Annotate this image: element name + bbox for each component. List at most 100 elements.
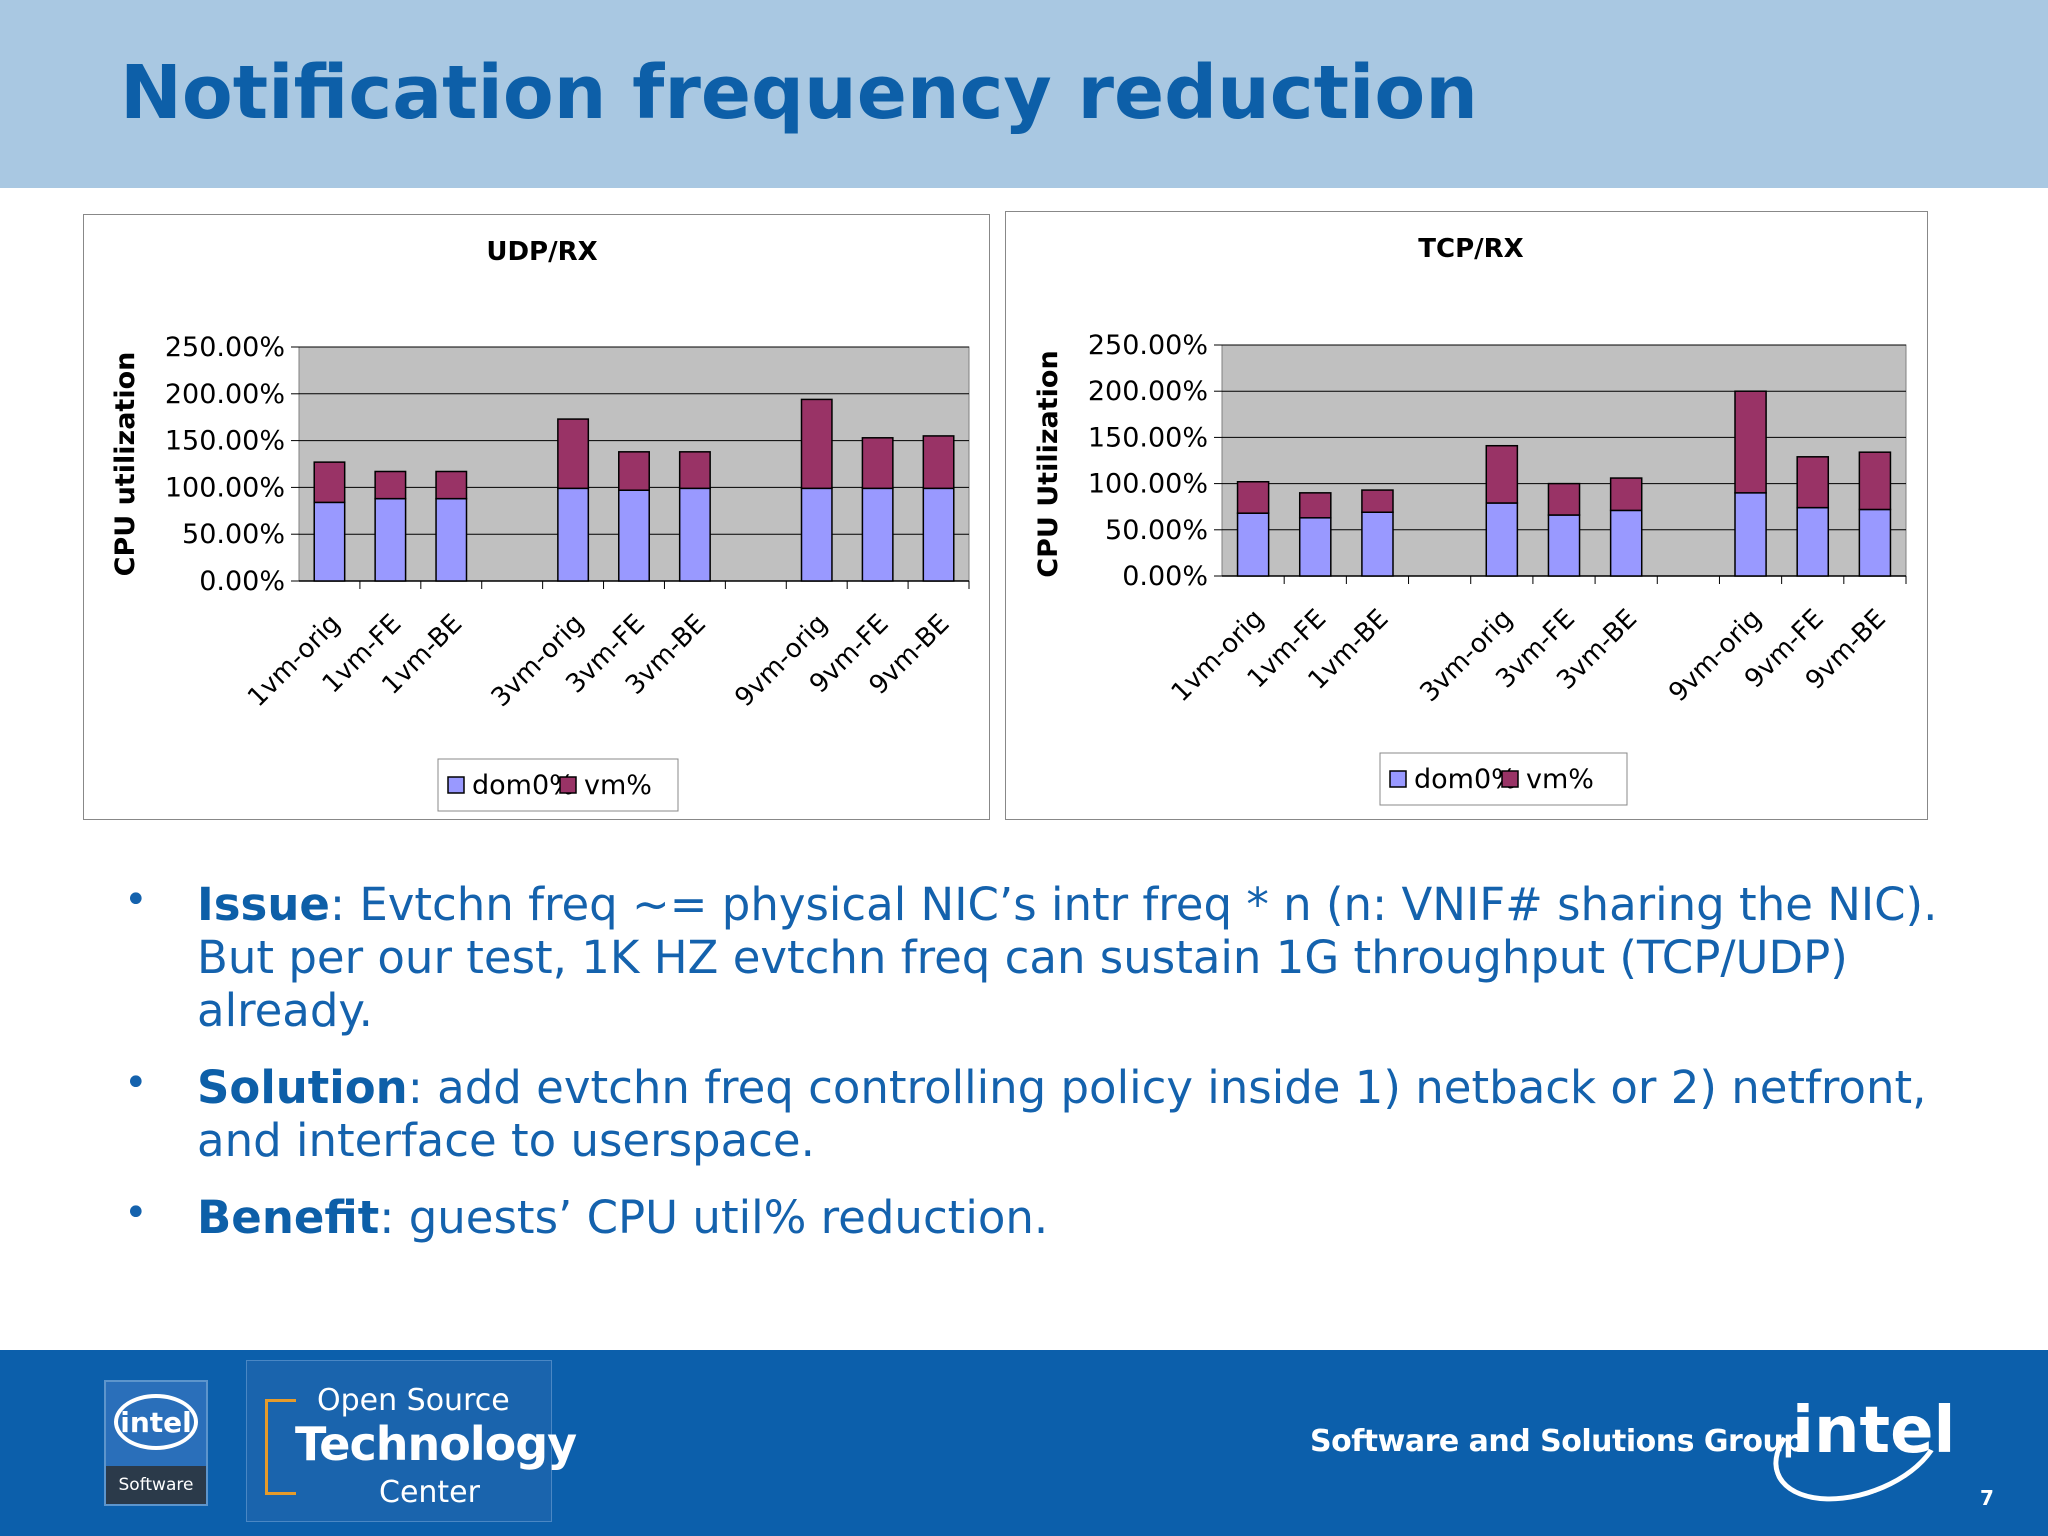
tcp-bar-dom0 xyxy=(1485,502,1519,577)
tcp-bar-vm xyxy=(1609,477,1643,512)
tcp-legend-swatch xyxy=(1501,770,1519,788)
udp-bar-dom0 xyxy=(557,487,590,582)
udp-bar-dom0 xyxy=(678,487,711,582)
tcp-bar-vm xyxy=(1361,489,1394,513)
tcp-x-tick-label: 3vm-orig xyxy=(1415,604,1519,708)
tcp-legend-label: dom0% xyxy=(1414,764,1517,795)
tcp-bar-dom0 xyxy=(1734,492,1767,577)
tcp-bar-vm xyxy=(1485,444,1519,504)
bullet-issue-text2: But per our test, 1K HZ evtchn freq can … xyxy=(197,931,1848,1037)
udp-bar-vm xyxy=(313,461,346,504)
ostc-line2: Technology xyxy=(295,1417,577,1471)
udp-chart-title: UDP/RX xyxy=(486,237,597,267)
udp-legend-swatch xyxy=(447,776,465,794)
udp-y-tick-label: 50.00% xyxy=(182,519,285,550)
tcp-bar-vm xyxy=(1796,456,1830,509)
tcp-bar-dom0 xyxy=(1236,512,1270,577)
udp-bar-vm xyxy=(922,435,955,490)
bullet-marker: • xyxy=(124,1060,148,1106)
udp-bar-dom0 xyxy=(435,497,468,582)
udp-y-tick-label: 150.00% xyxy=(165,426,285,457)
bullet-solution-key: Solution xyxy=(197,1061,408,1114)
udp-bar-dom0 xyxy=(922,487,955,582)
udp-y-tick-label: 100.00% xyxy=(165,472,285,503)
bullet-benefit: • Benefit: guests’ CPU util% reduction. xyxy=(120,1190,1970,1244)
tcp-rx-chart: TCP/RX 0.00% 50.00% 100.00% 150.00% 200.00% 25… xyxy=(1005,211,1928,820)
tcp-y-axis-label: CPU Utilization xyxy=(1033,350,1064,577)
bullet-solution-text: : add evtchn freq controlling policy ins… xyxy=(197,1061,1927,1167)
bullet-marker: • xyxy=(124,877,148,923)
tcp-legend-swatch xyxy=(1389,770,1407,788)
bullet-solution: • Solution: add evtchn freq controlling … xyxy=(120,1060,1970,1167)
tcp-bar-dom0 xyxy=(1547,514,1581,577)
tcp-bar-dom0 xyxy=(1298,517,1332,577)
tcp-bar-dom0 xyxy=(1361,511,1394,577)
tcp-rx-chart-svg: TCP/RX 0.00% 50.00% 100.00% 150.00% 200.00% 25… xyxy=(1033,234,1907,806)
bullet-issue: • Issue: Evtchn freq ~= physical NIC’s i… xyxy=(120,877,1970,1037)
udp-bar-vm xyxy=(861,437,894,490)
udp-legend-label: dom0% xyxy=(472,770,575,801)
title-bar: Notification frequency reduction xyxy=(0,0,2048,188)
udp-bar-dom0 xyxy=(618,489,650,582)
udp-bar-vm xyxy=(800,398,833,490)
intel-logo-word: intel xyxy=(1792,1394,1956,1468)
tcp-bar-vm xyxy=(1298,492,1332,519)
tcp-y-tick-label: 0.00% xyxy=(1122,561,1208,592)
udp-legend-swatch xyxy=(559,776,577,794)
tcp-x-tick-label: 1vm-orig xyxy=(1166,604,1270,708)
tcp-bar-vm xyxy=(1236,481,1270,514)
bullet-issue-text: : Evtchn freq ~= physical NIC’s intr fre… xyxy=(329,878,1938,931)
slide-title: Notification frequency reduction xyxy=(120,50,1478,136)
intel-software-logo: intel Software xyxy=(104,1380,208,1506)
ostc-line3: Center xyxy=(379,1475,480,1510)
udp-bar-dom0 xyxy=(313,501,346,582)
udp-y-axis-label: CPU utilization xyxy=(110,352,141,577)
page-number: 7 xyxy=(1980,1486,1994,1510)
bracket-icon xyxy=(265,1399,296,1495)
udp-y-tick-label: 0.00% xyxy=(199,566,285,597)
tcp-bar-vm xyxy=(1547,482,1581,516)
udp-bar-vm xyxy=(435,470,468,500)
tcp-y-tick-label: 250.00% xyxy=(1088,330,1208,361)
tcp-bar-dom0 xyxy=(1609,509,1643,577)
tcp-bar-dom0 xyxy=(1796,506,1830,577)
intel-software-logo-brand: intel xyxy=(120,1406,192,1439)
udp-bar-dom0 xyxy=(374,497,407,582)
intel-software-logo-sub: Software xyxy=(106,1466,206,1504)
tcp-bar-vm xyxy=(1734,390,1767,494)
tcp-y-tick-label: 100.00% xyxy=(1088,469,1208,500)
udp-bar-vm xyxy=(557,418,590,490)
tcp-y-tick-label: 200.00% xyxy=(1088,376,1208,407)
udp-y-tick-label: 200.00% xyxy=(165,379,285,410)
udp-rx-chart: UDP/RX 0.00% 50.00% 100.00% 150.00% 200.00% 25… xyxy=(83,214,990,820)
udp-bar-vm xyxy=(374,470,407,500)
bullet-list: • Issue: Evtchn freq ~= physical NIC’s i… xyxy=(120,877,1970,1268)
udp-bar-dom0 xyxy=(800,487,833,582)
intel-oval-icon xyxy=(114,1394,198,1450)
udp-rx-chart-svg: UDP/RX 0.00% 50.00% 100.00% 150.00% 200.00% 25… xyxy=(110,237,970,812)
tcp-bar-dom0 xyxy=(1858,508,1892,577)
bullet-marker: • xyxy=(124,1190,148,1236)
group-name: Software and Solutions Group xyxy=(1310,1424,1805,1459)
udp-legend-label: vm% xyxy=(584,770,652,801)
open-source-technology-center-logo: Open Source Technology Center xyxy=(246,1360,577,1522)
tcp-legend-label: vm% xyxy=(1526,764,1594,795)
bullet-issue-key: Issue xyxy=(197,878,330,931)
udp-bar-vm xyxy=(618,451,650,491)
udp-bar-dom0 xyxy=(861,487,894,582)
intel-logo: intel xyxy=(1757,1365,1959,1523)
udp-x-tick-label: 1vm-orig xyxy=(242,609,346,713)
tcp-bar-vm xyxy=(1858,451,1892,511)
bullet-benefit-key: Benefit xyxy=(197,1191,380,1244)
bullet-benefit-text: : guests’ CPU util% reduction. xyxy=(379,1191,1049,1244)
udp-x-tick-label: 3vm-orig xyxy=(486,609,590,713)
udp-bar-vm xyxy=(678,451,711,490)
tcp-y-tick-label: 150.00% xyxy=(1088,422,1208,453)
tcp-y-tick-label: 50.00% xyxy=(1105,515,1208,546)
udp-y-tick-label: 250.00% xyxy=(165,332,285,363)
udp-legend xyxy=(437,758,679,812)
udp-x-tick-label: 9vm-orig xyxy=(729,609,833,713)
tcp-x-tick-label: 9vm-orig xyxy=(1663,604,1767,708)
tcp-chart-title: TCP/RX xyxy=(1418,234,1523,264)
ostc-line1: Open Source xyxy=(317,1383,510,1418)
